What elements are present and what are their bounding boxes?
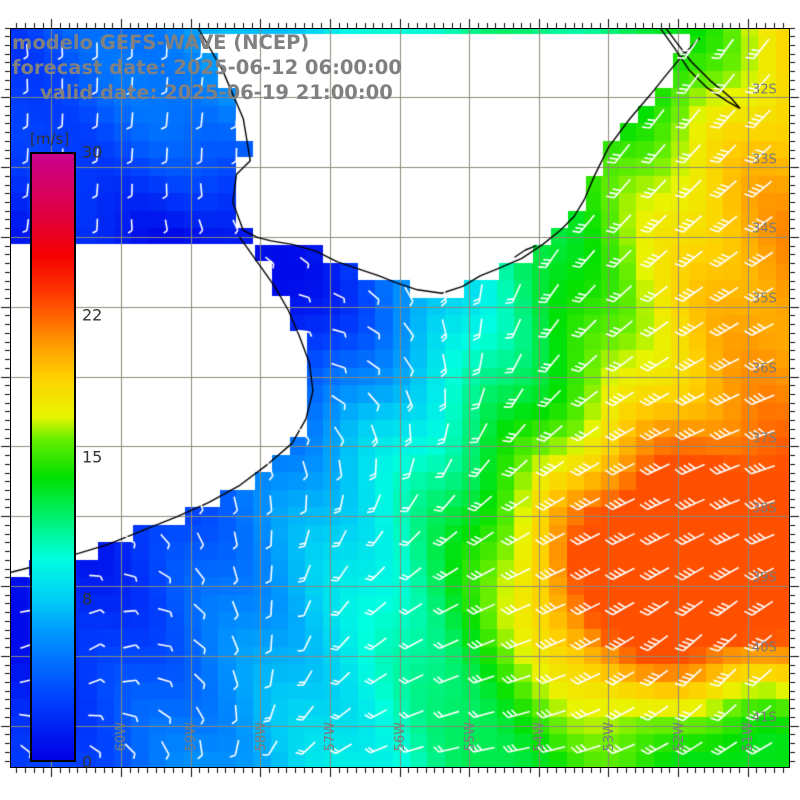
- lat-label-40S: 40S: [752, 640, 777, 656]
- lon-label-54W: 54W: [532, 722, 548, 752]
- lat-label-41S: 41S: [752, 710, 777, 726]
- lat-label-37S: 37S: [752, 431, 777, 447]
- lon-label-58W: 58W: [253, 722, 269, 752]
- lon-label-55W: 55W: [462, 722, 478, 752]
- lon-label-59W: 59W: [184, 722, 200, 752]
- wind-direction-barbs: [10, 28, 790, 768]
- colorbar-tick-0: 0: [82, 752, 93, 772]
- colorbar-unit-label: [m/s]: [30, 130, 70, 148]
- lon-label-53W: 53W: [601, 722, 617, 752]
- lat-label-35S: 35S: [752, 291, 777, 307]
- lon-label-56W: 56W: [393, 722, 408, 752]
- lon-label-51W: 51W: [741, 722, 757, 752]
- lat-label-38S: 38S: [752, 501, 777, 517]
- colorbar-tick-15: 15: [82, 447, 103, 467]
- lat-label-33S: 33S: [752, 152, 777, 168]
- lat-label-34S: 34S: [752, 221, 777, 237]
- title-block: modelo GEFS-WAVE (NCEP) forecast date: 2…: [12, 30, 402, 105]
- colorbar[interactable]: [30, 152, 76, 762]
- colorbar-tick-22: 22: [82, 305, 103, 325]
- map-plot-area[interactable]: [10, 28, 790, 768]
- colorbar-gradient: [32, 154, 74, 760]
- valid-date: valid date: 2025-06-19 21:00:00: [40, 81, 393, 104]
- forecast-date: forecast date: 2025-06-12 06:00:00: [12, 56, 402, 79]
- lon-label-57W: 57W: [323, 722, 339, 752]
- colorbar-tick-30: 30: [82, 142, 103, 162]
- lat-label-32S: 32S: [752, 82, 777, 98]
- colorbar-box: [30, 152, 76, 762]
- lat-label-39S: 39S: [752, 570, 777, 586]
- lat-label-36S: 36S: [752, 361, 777, 377]
- lon-label-52W: 52W: [671, 722, 687, 752]
- colorbar-tick-8: 8: [82, 589, 93, 609]
- model-title: modelo GEFS-WAVE (NCEP): [12, 31, 310, 54]
- lon-label-60W: 60W: [114, 722, 130, 752]
